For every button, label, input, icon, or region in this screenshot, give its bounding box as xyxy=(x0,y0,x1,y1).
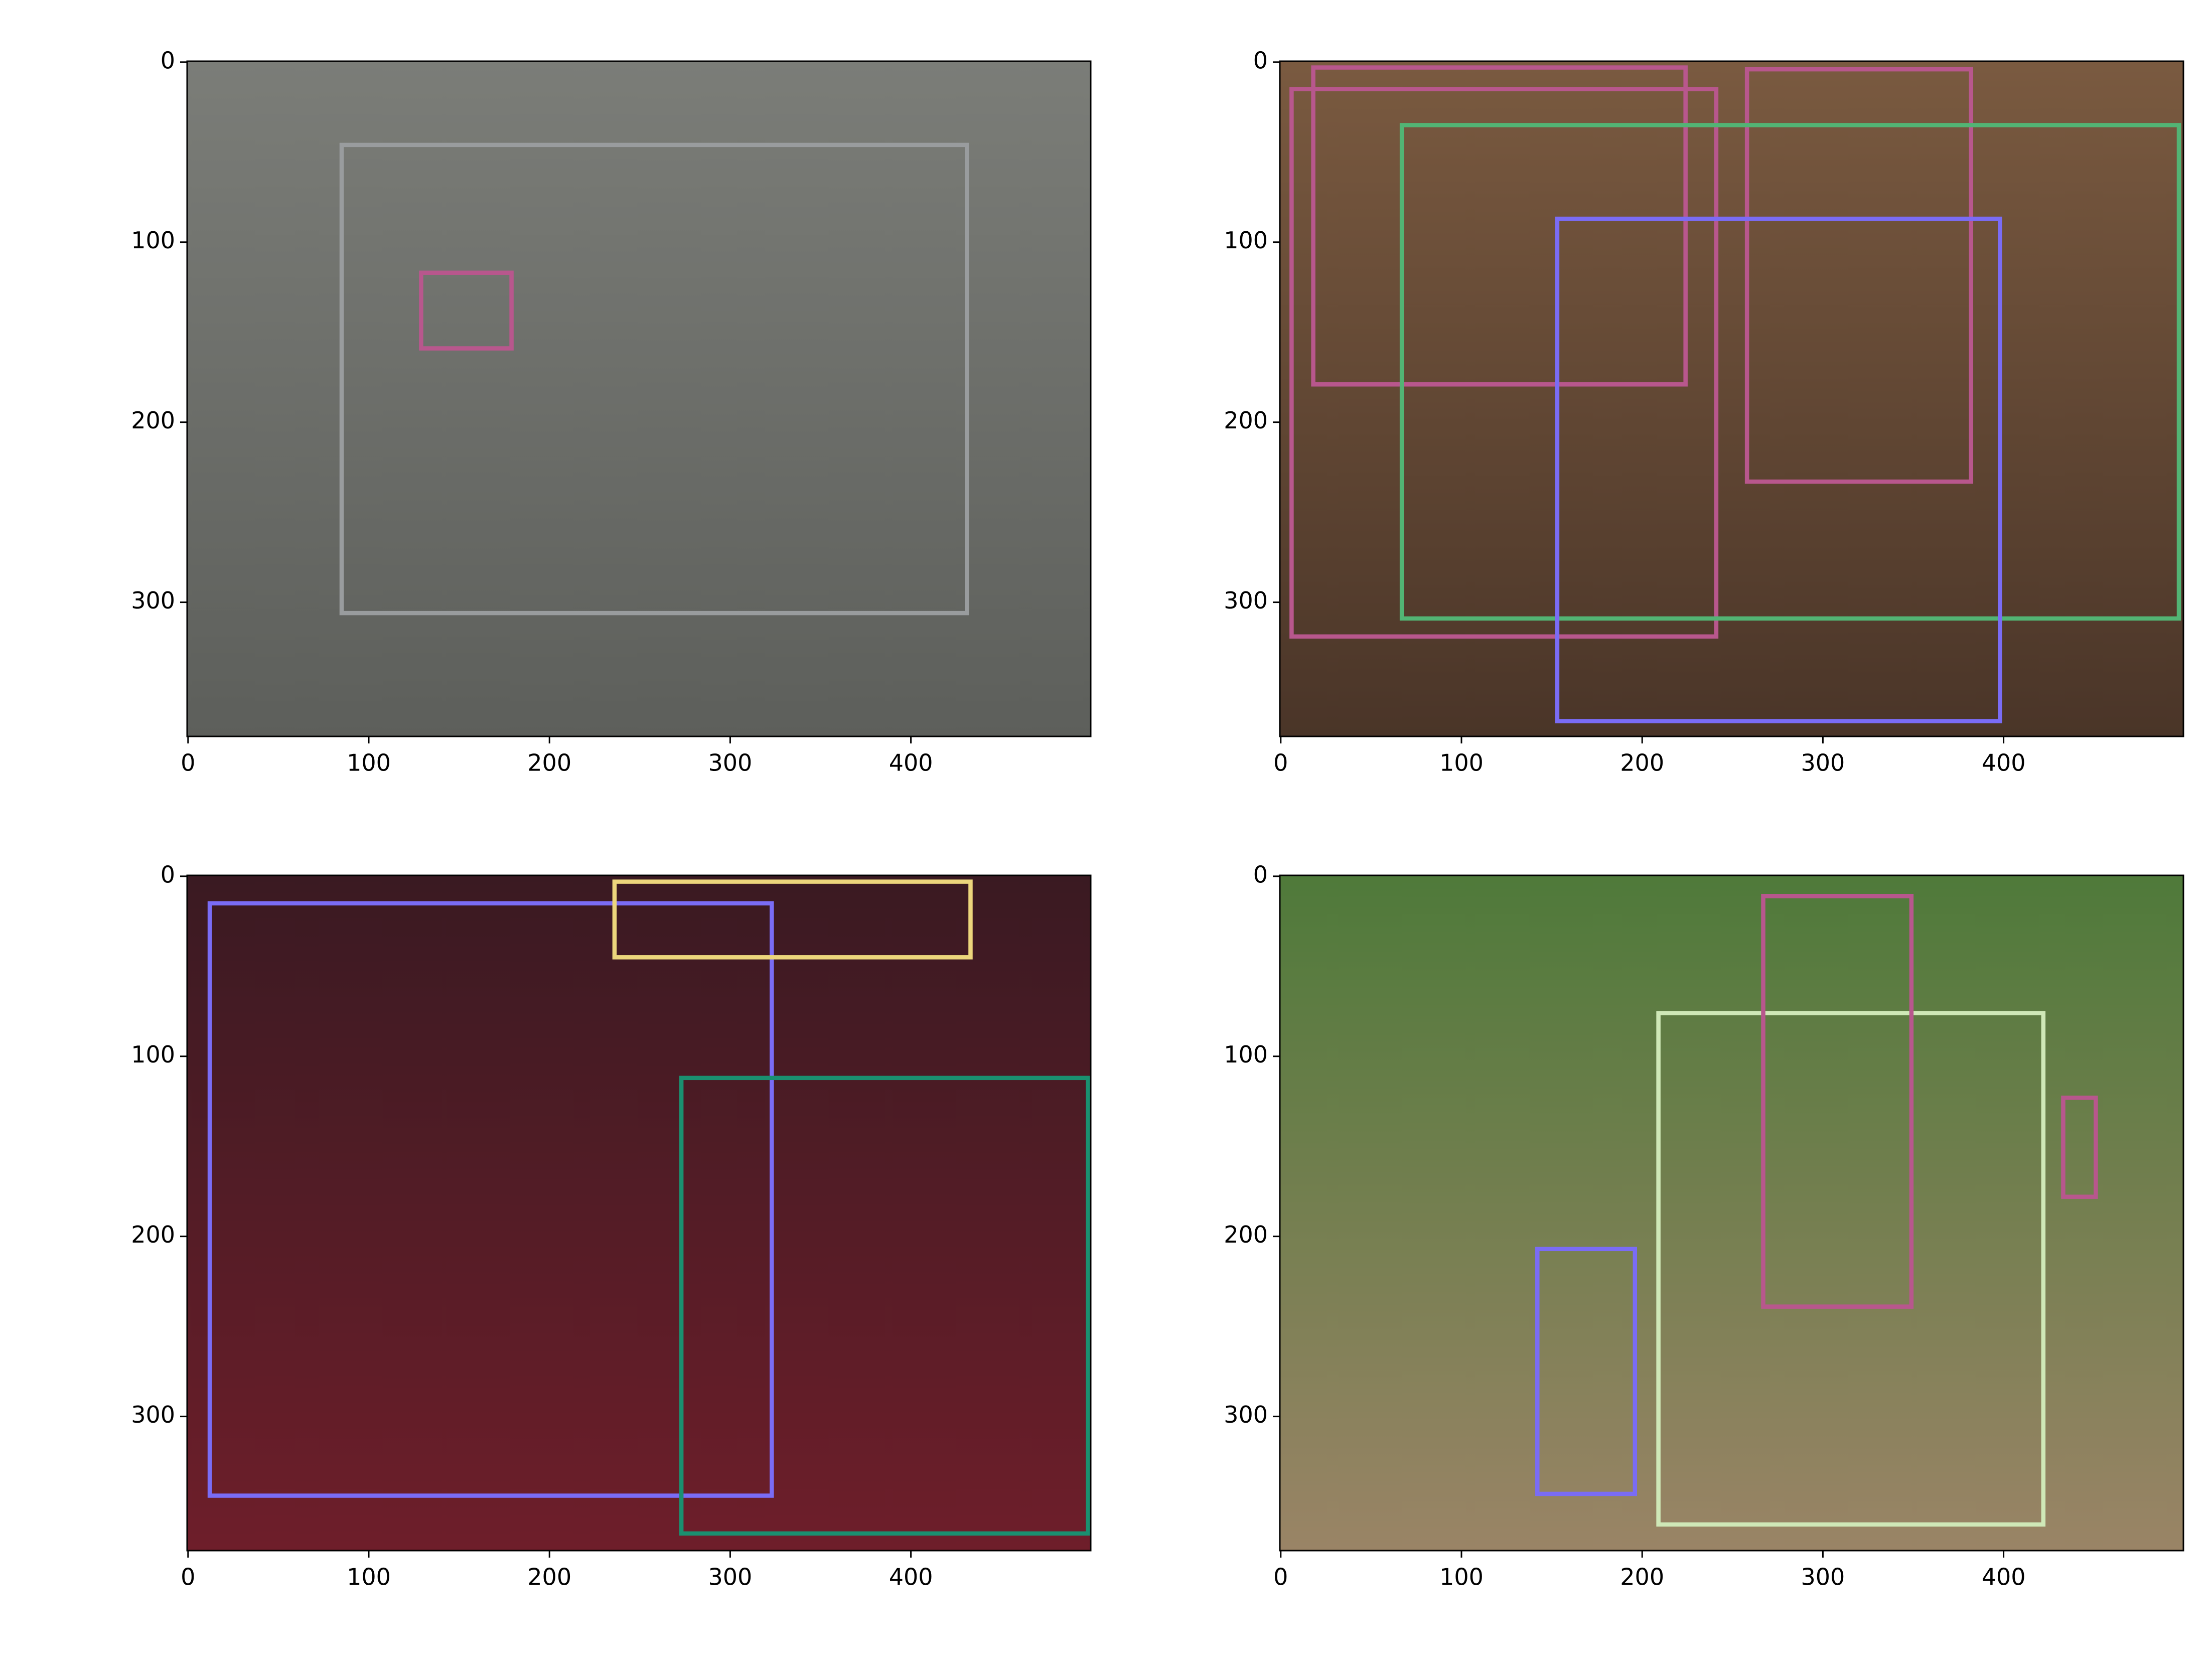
y-tick-label: 300 xyxy=(1224,1401,1268,1428)
x-tick-label: 100 xyxy=(1439,749,1484,777)
x-tick-label: 200 xyxy=(1620,1564,1664,1591)
x-tick-label: 100 xyxy=(347,749,391,777)
y-tick-label: 0 xyxy=(1253,47,1268,74)
bounding-box xyxy=(1289,87,1719,639)
y-tick-label: 200 xyxy=(131,1221,175,1248)
y-tick-label: 100 xyxy=(131,227,175,254)
image xyxy=(187,61,1091,736)
x-tick-label: 0 xyxy=(181,749,195,777)
bounding-box xyxy=(612,879,973,960)
axes-frame xyxy=(186,874,1092,1552)
x-tick-label: 200 xyxy=(527,1564,571,1591)
x-tick-label: 400 xyxy=(889,1564,933,1591)
bounding-box xyxy=(207,901,774,1498)
x-tick-label: 100 xyxy=(347,1564,391,1591)
bounding-box xyxy=(1744,67,1974,484)
y-tick-label: 300 xyxy=(131,587,175,614)
bounding-box xyxy=(1399,123,2181,621)
y-tick-label: 300 xyxy=(1224,587,1268,614)
image xyxy=(1280,61,2183,736)
bounding-box xyxy=(1535,1247,1638,1496)
y-tick-label: 0 xyxy=(161,47,175,74)
bounding-box xyxy=(679,1076,1090,1536)
bounding-box xyxy=(1761,894,1914,1309)
y-tick-label: 100 xyxy=(1224,227,1268,254)
y-tick-label: 100 xyxy=(1224,1041,1268,1068)
axes-frame xyxy=(1279,60,2184,737)
y-tick-label: 200 xyxy=(1224,407,1268,434)
bounding-box xyxy=(419,270,514,351)
x-tick-label: 300 xyxy=(1801,749,1845,777)
y-tick-label: 200 xyxy=(1224,1221,1268,1248)
axes-frame xyxy=(186,60,1092,737)
bounding-box xyxy=(1656,1011,2046,1527)
x-tick-label: 400 xyxy=(889,749,933,777)
x-tick-label: 400 xyxy=(1982,749,2026,777)
y-tick-label: 300 xyxy=(131,1401,175,1428)
x-tick-label: 300 xyxy=(1801,1564,1845,1591)
x-tick-label: 0 xyxy=(181,1564,195,1591)
y-tick-label: 0 xyxy=(1253,861,1268,888)
image xyxy=(187,875,1091,1551)
bounding-box xyxy=(339,142,969,616)
image xyxy=(1280,875,2183,1551)
bounding-box xyxy=(2061,1096,2098,1199)
x-tick-label: 100 xyxy=(1439,1564,1484,1591)
bounding-box xyxy=(1555,216,2002,723)
x-tick-label: 300 xyxy=(708,1564,752,1591)
x-tick-label: 300 xyxy=(708,749,752,777)
y-tick-label: 0 xyxy=(161,861,175,888)
y-tick-label: 200 xyxy=(131,407,175,434)
y-tick-label: 100 xyxy=(131,1041,175,1068)
axes-frame xyxy=(1279,874,2184,1552)
x-tick-label: 0 xyxy=(1273,749,1288,777)
x-tick-label: 200 xyxy=(527,749,571,777)
x-tick-label: 200 xyxy=(1620,749,1664,777)
bounding-box xyxy=(1311,65,1688,387)
x-tick-label: 0 xyxy=(1273,1564,1288,1591)
x-tick-label: 400 xyxy=(1982,1564,2026,1591)
